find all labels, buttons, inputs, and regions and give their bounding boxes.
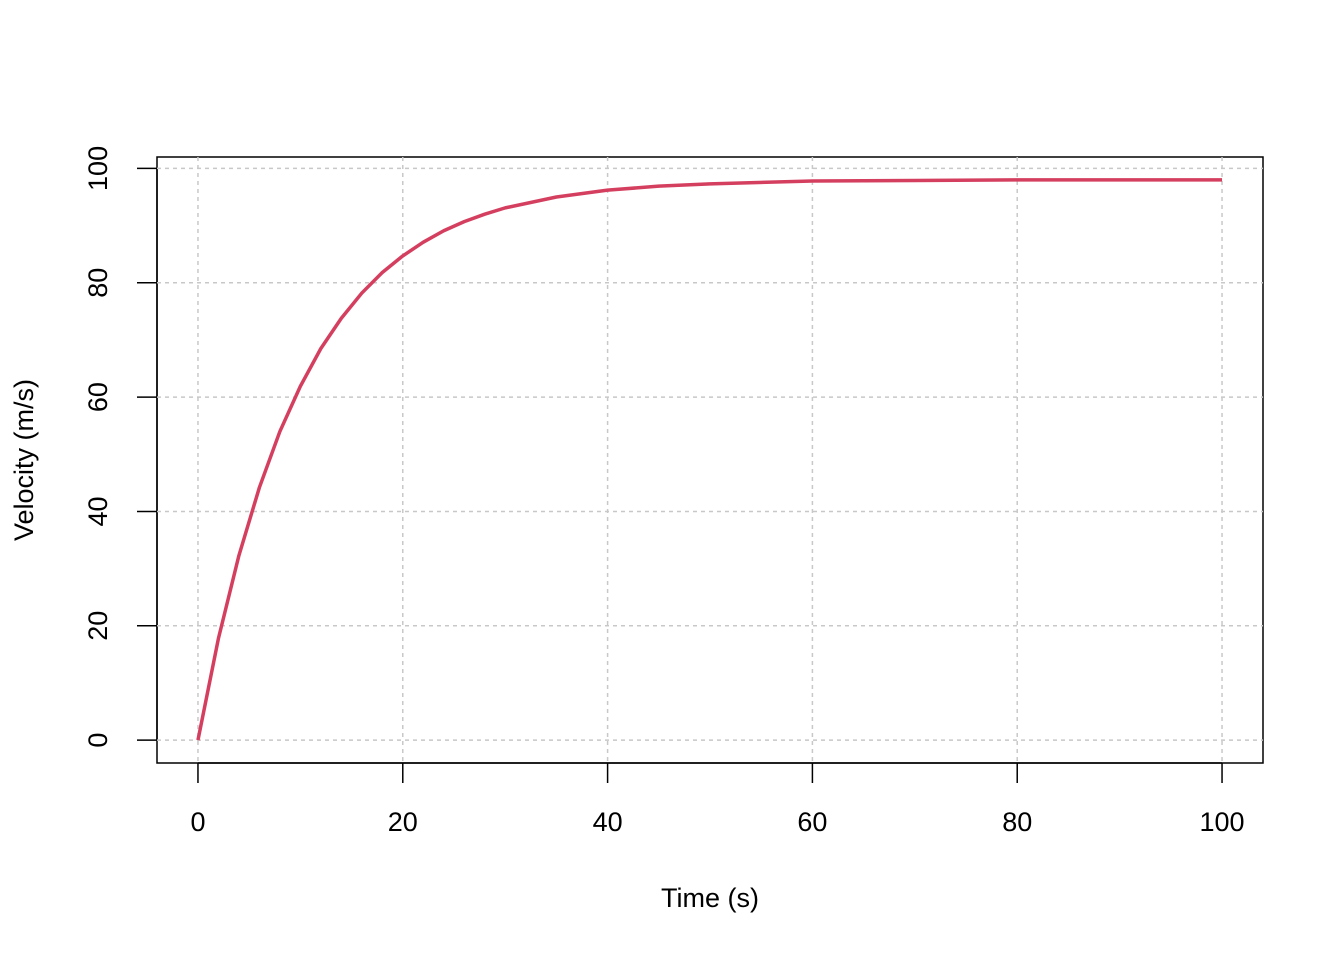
x-tick-label: 60 [797, 807, 827, 837]
x-axis-label: Time (s) [661, 883, 759, 913]
y-tick-label: 100 [83, 146, 113, 191]
y-tick-label: 20 [83, 611, 113, 641]
plot-frame [156, 156, 1264, 764]
x-tick-label: 40 [593, 807, 623, 837]
x-tick-label: 100 [1200, 807, 1245, 837]
x-tick-label: 0 [190, 807, 205, 837]
line [196, 178, 1223, 741]
y-tick-label: 80 [83, 268, 113, 298]
x-tick-label: 20 [388, 807, 418, 837]
x-tick-label: 80 [1002, 807, 1032, 837]
y-axis-label: Velocity (m/s) [9, 379, 39, 541]
y-tick-label: 40 [83, 496, 113, 526]
y-tick-label: 60 [83, 382, 113, 412]
y-tick-label: 0 [83, 733, 113, 748]
